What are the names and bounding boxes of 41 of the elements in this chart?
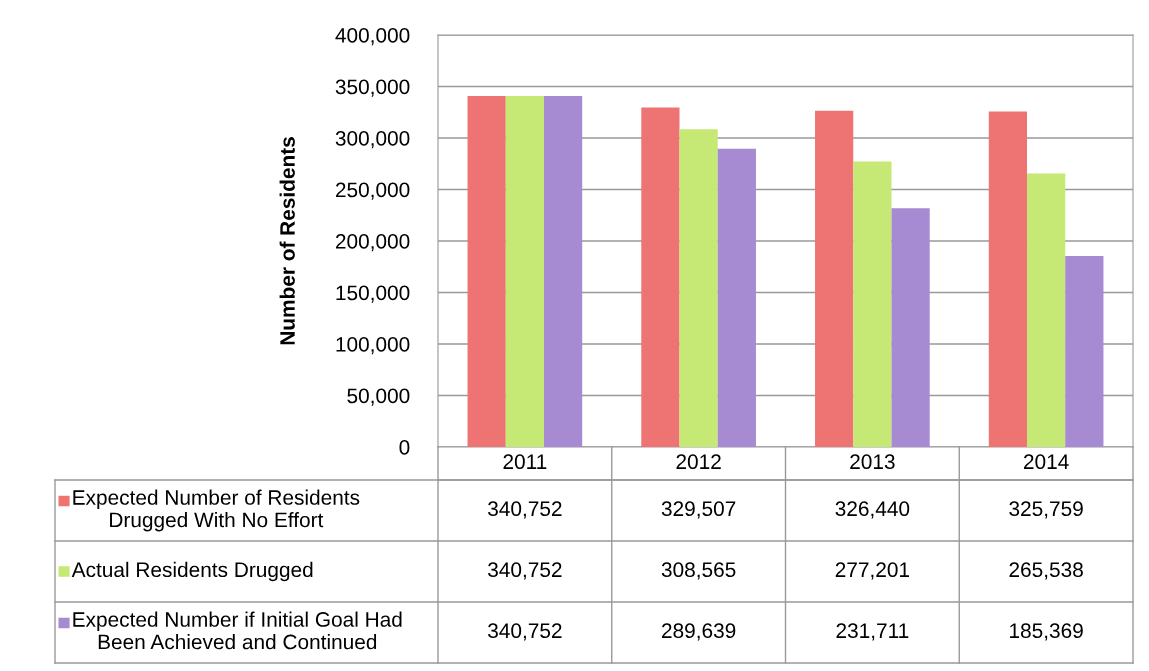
data-label: 326,440: [835, 501, 910, 519]
x-tick-label: 2014: [1024, 454, 1069, 470]
bar: [891, 208, 930, 447]
data-label: 231,711: [836, 623, 909, 641]
data-label: 308,565: [661, 562, 736, 580]
data-label: 329,507: [661, 501, 736, 519]
y-tick-label: 350,000: [335, 79, 410, 97]
y-tick-label: 100,000: [336, 337, 410, 355]
bar: [467, 96, 506, 447]
bar: [505, 96, 544, 447]
bar: [815, 110, 854, 447]
data-label: 185,369: [1010, 623, 1083, 641]
y-tick-label: 0: [399, 440, 410, 455]
bar: [1027, 173, 1066, 447]
y-tick-label: 200,000: [335, 234, 410, 252]
data-label: 265,538: [1009, 562, 1083, 580]
y-tick-label: 400,000: [335, 28, 410, 46]
bar: [679, 129, 718, 447]
data-label: 340,752: [488, 501, 562, 519]
legend-label: Expected Number if Initial Goal Had Been Achieved and Continued: [73, 611, 402, 650]
y-axis-title: Number of Residents: [279, 137, 295, 345]
data-label: 340,752: [488, 562, 562, 580]
x-tick-label: 2013: [850, 454, 895, 470]
x-tick-label: 2011: [503, 454, 547, 470]
bar: [1065, 256, 1104, 447]
data-label: 325,759: [1009, 501, 1083, 519]
data-label: 340,752: [488, 623, 562, 641]
bar: [853, 161, 892, 447]
y-tick-label: 250,000: [335, 182, 410, 200]
bar: [988, 111, 1028, 447]
y-tick-label: 150,000: [336, 285, 410, 303]
legend-label: Actual Residents Drugged: [71, 561, 313, 582]
y-tick-label: 50,000: [347, 388, 410, 406]
legend-label: Expected Number of Residents Drugged With No Effort: [73, 489, 360, 532]
bar: [543, 96, 583, 447]
x-tick-label: 2012: [676, 454, 721, 470]
data-label: 277,201: [835, 562, 910, 580]
y-tick-label: 300,000: [335, 131, 410, 149]
bar: [717, 148, 756, 447]
bar: [641, 107, 680, 447]
data-label: 289,639: [662, 623, 736, 641]
